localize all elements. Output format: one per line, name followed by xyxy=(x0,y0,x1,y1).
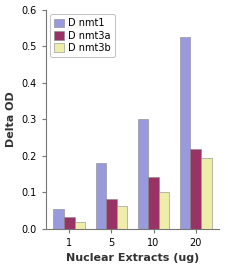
Bar xyxy=(201,158,212,229)
Bar xyxy=(64,217,74,229)
Bar xyxy=(74,222,85,229)
Bar xyxy=(106,199,117,229)
Bar xyxy=(138,119,148,229)
Bar xyxy=(117,206,127,229)
Bar xyxy=(148,176,159,229)
Bar xyxy=(180,37,190,229)
Bar xyxy=(96,163,106,229)
Bar xyxy=(159,192,169,229)
X-axis label: Nuclear Extracts (ug): Nuclear Extracts (ug) xyxy=(66,253,199,263)
Bar xyxy=(53,209,64,229)
Y-axis label: Delta OD: Delta OD xyxy=(6,91,16,147)
Bar xyxy=(190,149,201,229)
Legend: D nmt1, D nmt3a, D nmt3b: D nmt1, D nmt3a, D nmt3b xyxy=(50,15,115,57)
